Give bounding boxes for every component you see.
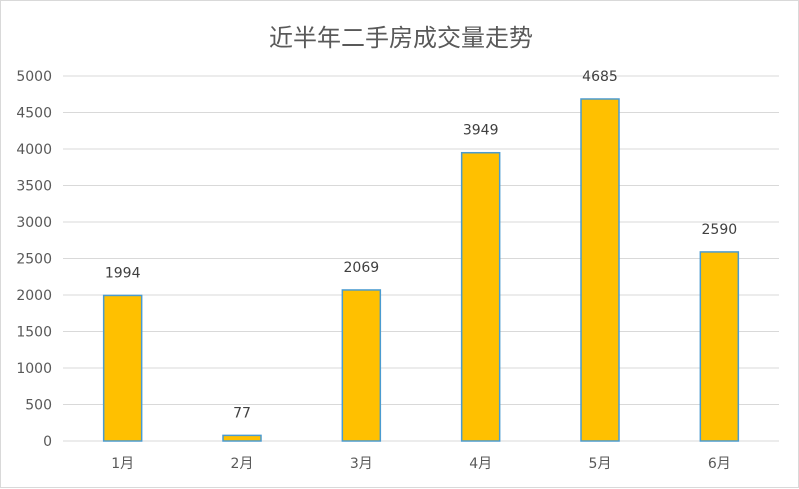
y-tick-label: 4500 — [16, 106, 52, 122]
chart-title: 近半年二手房成交量走势 — [269, 24, 533, 52]
bar-2月 — [222, 434, 262, 442]
x-tick-label: 1月 — [111, 456, 134, 472]
bar-6月 — [699, 251, 740, 442]
y-tick-label: 0 — [43, 434, 52, 450]
y-tick-label: 500 — [25, 398, 52, 414]
x-tick-label: 3月 — [350, 456, 373, 472]
x-tick-label: 6月 — [708, 456, 731, 472]
y-tick-label: 2500 — [16, 252, 52, 268]
y-tick-label: 4000 — [16, 142, 52, 158]
data-label: 2590 — [702, 222, 738, 238]
data-label: 3949 — [463, 123, 499, 139]
x-tick-label: 2月 — [231, 456, 254, 472]
x-tick-label: 5月 — [589, 456, 612, 472]
y-tick-label: 1000 — [16, 361, 52, 377]
y-tick-label: 1500 — [16, 325, 52, 341]
bar-5月 — [580, 98, 620, 442]
y-axis: 0 500 1000 1500 2000 2500 3000 3500 4000 4500 5000 — [16, 69, 52, 450]
data-label: 1994 — [105, 265, 141, 281]
data-label: 2069 — [344, 260, 380, 276]
bar-4月 — [460, 151, 501, 442]
y-tick-label: 3500 — [16, 179, 52, 195]
bar-3月 — [341, 289, 382, 442]
bar-1月 — [102, 294, 143, 442]
y-tick-label: 5000 — [16, 69, 52, 85]
data-label: 77 — [233, 405, 251, 421]
y-tick-label: 2000 — [16, 288, 52, 304]
bar-series — [102, 98, 740, 442]
gridlines — [63, 75, 779, 442]
x-tick-label: 4月 — [469, 456, 492, 472]
data-label: 4685 — [582, 69, 618, 85]
data-labels: 1994 77 2069 3949 4685 2590 — [105, 69, 737, 421]
x-axis: 1月 2月 3月 4月 5月 6月 — [111, 456, 731, 472]
y-tick-label: 3000 — [16, 215, 52, 231]
